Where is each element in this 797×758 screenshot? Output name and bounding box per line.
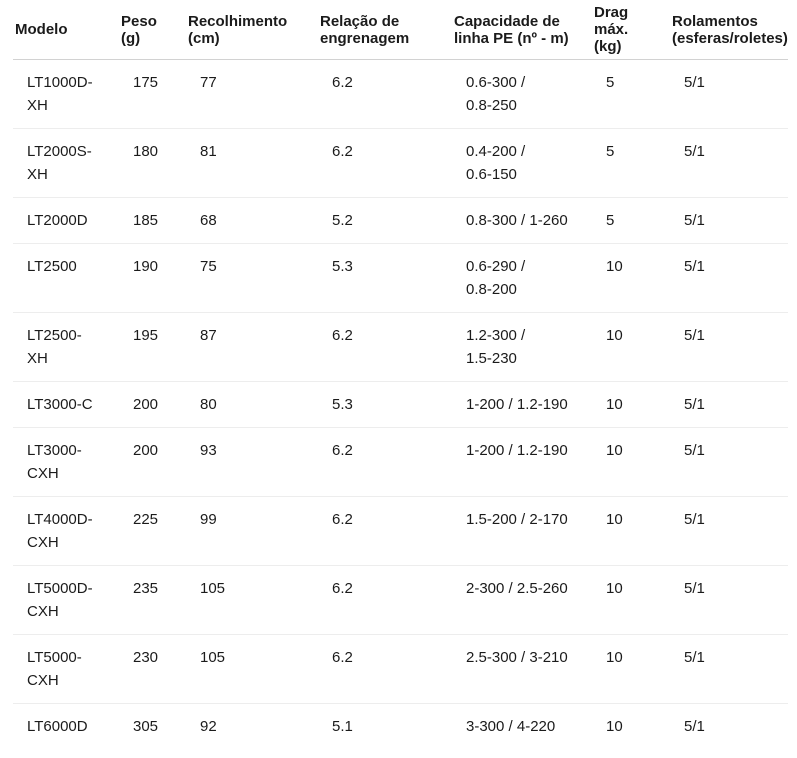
header-row: Modelo Peso (g) Recolhimento (cm) Relaçã…: [13, 0, 788, 60]
cell-peso: 200: [119, 381, 186, 428]
cell-capacidade: 1.2-300 / 1.5-230: [452, 312, 592, 382]
cell-capacidade: 0.4-200 / 0.6-150: [452, 128, 592, 198]
cell-recolhimento: 77: [186, 59, 318, 129]
cell-capacidade: 1-200 / 1.2-190: [452, 381, 592, 428]
cell-relacao: 6.2: [318, 312, 452, 382]
column-header-capacidade: Capacidade de linha PE (nº - m): [452, 0, 592, 60]
cell-peso: 185: [119, 197, 186, 244]
cell-rolamentos: 5/1: [670, 565, 788, 635]
cell-capacidade: 1.5-200 / 2-170: [452, 496, 592, 566]
table-row: LT5000D- CXH 235 105 6.2 2-300 / 2.5-260…: [13, 565, 788, 635]
cell-capacidade: 2-300 / 2.5-260: [452, 565, 592, 635]
cell-relacao: 6.2: [318, 565, 452, 635]
cell-rolamentos: 5/1: [670, 243, 788, 313]
cell-recolhimento: 81: [186, 128, 318, 198]
cell-recolhimento: 68: [186, 197, 318, 244]
cell-drag: 10: [592, 427, 670, 497]
cell-peso: 180: [119, 128, 186, 198]
cell-capacidade: 0.6-290 / 0.8-200: [452, 243, 592, 313]
cell-rolamentos: 5/1: [670, 312, 788, 382]
cell-peso: 230: [119, 634, 186, 704]
column-header-recolhimento: Recolhimento (cm): [186, 0, 318, 60]
table-row: LT3000- CXH 200 93 6.2 1-200 / 1.2-190 1…: [13, 427, 788, 497]
column-header-modelo: Modelo: [13, 0, 119, 60]
cell-drag: 10: [592, 312, 670, 382]
cell-peso: 200: [119, 427, 186, 497]
cell-rolamentos: 5/1: [670, 496, 788, 566]
specs-table: Modelo Peso (g) Recolhimento (cm) Relaçã…: [13, 0, 788, 749]
cell-capacidade: 0.6-300 / 0.8-250: [452, 59, 592, 129]
cell-recolhimento: 87: [186, 312, 318, 382]
cell-recolhimento: 75: [186, 243, 318, 313]
cell-recolhimento: 105: [186, 634, 318, 704]
table-row: LT3000-C 200 80 5.3 1-200 / 1.2-190 10 5…: [13, 381, 788, 428]
cell-relacao: 5.3: [318, 381, 452, 428]
cell-relacao: 5.2: [318, 197, 452, 244]
column-header-rolamentos: Rolamentos (esferas/roletes): [670, 0, 788, 60]
cell-modelo: LT4000D- CXH: [13, 496, 119, 566]
cell-modelo: LT1000D- XH: [13, 59, 119, 129]
cell-modelo: LT2000D: [13, 197, 119, 244]
cell-rolamentos: 5/1: [670, 634, 788, 704]
cell-rolamentos: 5/1: [670, 128, 788, 198]
cell-drag: 10: [592, 243, 670, 313]
cell-modelo: LT6000D: [27, 718, 88, 735]
table-row: LT2500 190 75 5.3 0.6-290 / 0.8-200 10 5…: [13, 243, 788, 313]
cell-capacidade: 2.5-300 / 3-210: [452, 634, 592, 704]
cell-relacao: 6.2: [318, 496, 452, 566]
table-row: LT2500- XH 195 87 6.2 1.2-300 / 1.5-230 …: [13, 312, 788, 382]
cell-modelo: LT3000-C: [13, 381, 119, 428]
table-row: LT4000D- CXH 225 99 6.2 1.5-200 / 2-170 …: [13, 496, 788, 566]
cell-drag: 5: [592, 128, 670, 198]
cell-capacidade: 0.8-300 / 1-260: [452, 197, 592, 244]
cell-modelo: LT2500: [13, 243, 119, 313]
cell-peso: 175: [119, 59, 186, 129]
cell-relacao: 6.2: [318, 59, 452, 129]
cell-relacao: 6.2: [318, 427, 452, 497]
cell-rolamentos: 5/1: [670, 381, 788, 428]
cell-modelo: LT2000S- XH: [13, 128, 119, 198]
cell-recolhimento: 105: [186, 565, 318, 635]
cell-capacidade: 1-200 / 1.2-190: [452, 427, 592, 497]
cell-relacao: 6.2: [318, 634, 452, 704]
cell-modelo: LT5000D- CXH: [13, 565, 119, 635]
cell-rolamentos: 5/1: [684, 718, 705, 735]
cell-peso: 195: [119, 312, 186, 382]
cell-capacidade: 3-300 / 4-220: [466, 718, 556, 735]
column-header-relacao: Relação de engrenagem: [318, 0, 452, 60]
cell-drag: 10: [592, 565, 670, 635]
table-row: LT6000D 305 92 5.1 3-300 / 4-220 10 5/1: [13, 704, 788, 750]
cell-drag: 10: [592, 634, 670, 704]
table-row: LT1000D- XH 175 77 6.2 0.6-300 / 0.8-250…: [13, 59, 788, 129]
cell-drag: 10: [592, 381, 670, 428]
cell-modelo: LT3000- CXH: [13, 427, 119, 497]
cell-modelo: LT5000- CXH: [13, 634, 119, 704]
cell-rolamentos: 5/1: [670, 59, 788, 129]
cell-peso: 225: [119, 496, 186, 566]
cell-peso: 305: [133, 718, 159, 735]
cell-recolhimento: 92: [200, 718, 217, 735]
cell-drag: 5: [592, 197, 670, 244]
cell-peso: 235: [119, 565, 186, 635]
cell-rolamentos: 5/1: [670, 197, 788, 244]
table-row: LT2000D 185 68 5.2 0.8-300 / 1-260 5 5/1: [13, 197, 788, 244]
cell-recolhimento: 99: [186, 496, 318, 566]
cell-recolhimento: 93: [186, 427, 318, 497]
cell-drag: 10: [606, 718, 623, 735]
cell-relacao: 5.1: [332, 718, 353, 735]
cell-recolhimento: 80: [186, 381, 318, 428]
table-row: LT2000S- XH 180 81 6.2 0.4-200 / 0.6-150…: [13, 128, 788, 198]
cell-modelo: LT2500- XH: [13, 312, 119, 382]
cell-drag: 5: [592, 59, 670, 129]
column-header-drag: Drag máx. (kg): [592, 0, 670, 60]
cell-rolamentos: 5/1: [670, 427, 788, 497]
column-header-peso: Peso (g): [119, 0, 186, 60]
cell-relacao: 5.3: [318, 243, 452, 313]
cell-drag: 10: [592, 496, 670, 566]
cell-peso: 190: [119, 243, 186, 313]
table-row: LT5000- CXH 230 105 6.2 2.5-300 / 3-210 …: [13, 634, 788, 704]
cell-relacao: 6.2: [318, 128, 452, 198]
